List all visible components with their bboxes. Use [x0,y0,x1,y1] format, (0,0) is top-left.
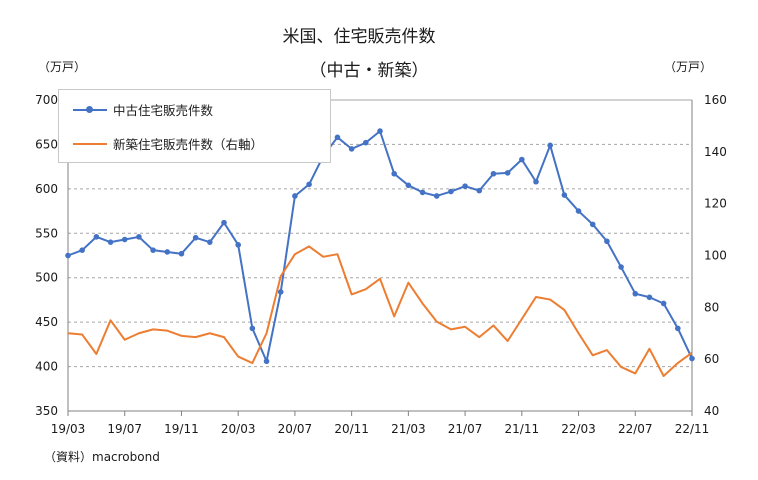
y-left-tick-label: 350 [35,404,58,418]
x-tick-label: 19/07 [107,422,142,436]
data-point-existing [249,325,256,332]
data-point-existing [235,242,241,248]
y-right-tick-label: 60 [704,352,719,366]
data-point-existing [660,300,667,307]
legend: 中古住宅販売件数 新築住宅販売件数（右軸） [58,89,331,163]
x-tick-label: 20/07 [278,422,313,436]
y-right-tick-label: 40 [704,404,719,418]
legend-label-existing: 中古住宅販売件数 [113,103,214,118]
data-point-existing [618,264,624,270]
source-note: （資料）macrobond [44,450,160,464]
data-point-existing [277,289,284,295]
y-right-tick-label: 140 [704,145,727,159]
data-point-existing [675,325,681,332]
data-point-existing [93,234,100,240]
data-point-existing [689,355,695,362]
chart-title: 米国、住宅販売件数 [282,27,436,47]
y-left-tick-label: 600 [35,182,58,196]
x-tick-label: 21/07 [448,422,483,436]
x-tick-label: 20/03 [221,422,256,436]
data-point-existing [405,182,412,189]
data-point-existing [646,294,653,301]
data-point-existing [136,234,142,240]
x-tick-label: 19/11 [164,422,199,436]
y-left-tick-label: 650 [35,137,58,151]
x-tick-label: 22/11 [675,422,710,436]
y-left-tick-label: 450 [35,315,58,329]
data-point-existing [79,247,85,253]
data-point-existing [363,139,369,146]
legend-label-new: 新築住宅販売件数（右軸） [113,137,264,152]
data-point-existing [292,193,298,199]
x-tick-label: 22/07 [618,422,653,436]
data-point-existing [575,208,582,214]
data-point-existing [164,249,171,255]
data-point-existing [221,219,227,226]
x-tick-label: 20/11 [334,422,369,436]
legend-item-existing: 中古住宅販売件数 [73,100,213,119]
data-point-existing [348,146,355,152]
data-point-existing [263,358,270,365]
data-point-existing [462,183,468,189]
series-line-existing [67,130,693,363]
data-point-existing [533,178,539,185]
data-point-existing [419,189,426,196]
data-point-existing [377,128,383,134]
data-point-existing [150,247,156,253]
data-point-existing [561,192,568,198]
data-point-existing [632,290,639,297]
data-point-existing [604,238,610,245]
right-axis-unit: （万戸） [664,60,713,74]
y-left-tick-label: 550 [35,226,58,240]
data-point-existing [192,234,199,241]
data-point-existing [334,134,341,141]
data-point-existing [589,221,596,228]
series-line-new [67,245,693,378]
data-point-existing [207,239,213,245]
y-right-tick-label: 80 [704,300,719,314]
data-point-existing [519,156,525,163]
y-right-tick-label: 100 [704,249,727,263]
legend-item-new: 新築住宅販売件数（右軸） [73,134,263,153]
data-point-existing [65,252,71,259]
data-point-existing [476,187,483,194]
left-axis-unit: （万戸） [38,60,87,74]
y-left-tick-label: 500 [35,271,58,285]
data-point-existing [433,193,440,199]
data-point-existing [490,170,497,177]
legend-swatch-existing [73,104,107,116]
data-point-existing [107,239,114,245]
y-left-tick-label: 400 [35,360,58,374]
data-point-existing [306,181,312,188]
data-point-existing [391,170,397,177]
data-point-existing [448,188,454,195]
data-point-existing [504,170,511,176]
x-tick-label: 22/03 [561,422,596,436]
data-point-existing [178,250,185,257]
chart-subtitle: （中古・新築） [309,61,429,81]
y-right-tick-label: 120 [704,197,727,211]
y-right-tick-label: 160 [704,93,727,107]
legend-swatch-new [73,138,107,150]
data-point-existing [121,236,128,243]
data-point-existing [547,142,553,149]
x-tick-label: 19/03 [51,422,86,436]
y-left-tick-label: 700 [35,93,58,107]
x-tick-label: 21/03 [391,422,426,436]
x-tick-label: 21/11 [505,422,540,436]
